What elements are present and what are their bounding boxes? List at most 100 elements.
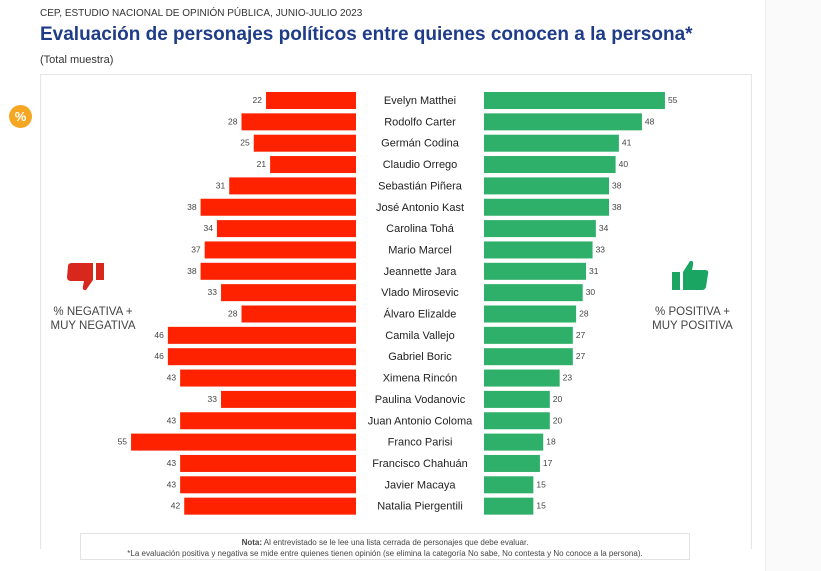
note-label: Nota: xyxy=(241,538,263,547)
negative-value-label: 43 xyxy=(167,415,177,425)
positive-bar xyxy=(484,220,596,238)
negative-value-label: 34 xyxy=(203,223,213,233)
negative-value-label: 33 xyxy=(208,287,218,297)
positive-bar xyxy=(484,134,619,152)
positive-value-label: 40 xyxy=(619,159,629,169)
negative-bar xyxy=(180,412,356,430)
negative-bar xyxy=(180,476,356,494)
negative-bar xyxy=(180,454,356,472)
negative-value-label: 31 xyxy=(216,180,226,190)
negative-bar xyxy=(200,262,356,280)
positive-bar xyxy=(484,369,560,387)
positive-bar xyxy=(484,326,573,344)
positive-bar xyxy=(484,113,642,131)
negative-value-label: 46 xyxy=(154,351,164,361)
negative-bar xyxy=(167,348,356,366)
negative-value-label: 43 xyxy=(167,373,177,383)
negative-bar xyxy=(253,134,356,152)
positive-value-label: 15 xyxy=(536,479,546,489)
positive-bar xyxy=(484,241,593,259)
category-label: Ximena Rincón xyxy=(383,373,458,385)
negative-bar xyxy=(241,113,356,131)
negative-value-label: 37 xyxy=(191,244,201,254)
negative-value-label: 25 xyxy=(240,138,250,148)
category-label: Franco Parisi xyxy=(388,437,453,449)
negative-label: % NEGATIVA + MUY NEGATIVA xyxy=(50,306,136,332)
category-label: Juan Antonio Coloma xyxy=(368,415,473,427)
negative-bar xyxy=(167,326,356,344)
negative-value-label: 38 xyxy=(187,202,197,212)
positive-bar xyxy=(484,390,550,408)
positive-value-label: 41 xyxy=(622,138,632,148)
positive-value-label: 15 xyxy=(536,501,546,511)
positive-bar xyxy=(484,433,544,451)
category-label: Germán Codina xyxy=(381,138,460,150)
negative-bar xyxy=(221,284,356,302)
negative-value-label: 42 xyxy=(171,501,181,511)
negative-bar xyxy=(270,156,356,174)
negative-value-label: 22 xyxy=(253,95,263,105)
negative-bar xyxy=(229,177,356,195)
negative-bar xyxy=(200,198,356,216)
negative-bar xyxy=(180,369,356,387)
negative-value-label: 43 xyxy=(167,458,177,468)
chart-subtitle: (Total muestra) xyxy=(40,54,114,66)
negative-bar xyxy=(221,390,356,408)
negative-value-label: 43 xyxy=(167,479,177,489)
negative-bar xyxy=(266,92,356,109)
category-label: Paulina Vodanovic xyxy=(375,394,466,406)
positive-bar xyxy=(484,156,616,174)
footnote: Nota: Al entrevistado se le lee una list… xyxy=(80,533,690,560)
positive-value-label: 18 xyxy=(546,437,556,447)
category-label: Vlado Mirosevic xyxy=(381,287,459,299)
chart-title: Evaluación de personajes políticos entre… xyxy=(40,24,693,45)
percent-badge[interactable]: % xyxy=(9,105,32,128)
positive-bar xyxy=(484,177,610,195)
thumbs-up-icon xyxy=(672,260,709,290)
positive-label: % POSITIVA + MUY POSITIVA xyxy=(652,306,733,332)
positive-value-label: 27 xyxy=(576,351,586,361)
positive-bar xyxy=(484,454,540,472)
negative-value-label: 28 xyxy=(228,116,238,126)
window-edge xyxy=(765,0,821,571)
negative-bar xyxy=(204,241,356,259)
positive-value-label: 23 xyxy=(563,373,573,383)
positive-value-label: 20 xyxy=(553,394,563,404)
negative-bar xyxy=(216,220,356,238)
category-label: Javier Macaya xyxy=(385,479,457,491)
thumbs-down-icon xyxy=(67,263,104,291)
positive-bar xyxy=(484,497,534,515)
positive-bar xyxy=(484,262,586,280)
source-line: CEP, ESTUDIO NACIONAL DE OPINIÓN PÚBLICA… xyxy=(40,8,363,19)
negative-bar xyxy=(241,305,356,323)
positive-value-label: 31 xyxy=(589,266,599,276)
negative-value-label: 21 xyxy=(257,159,267,169)
category-label: Claudio Orrego xyxy=(383,159,458,171)
category-label: José Antonio Kast xyxy=(376,202,464,214)
positive-bar xyxy=(484,284,583,302)
positive-bar xyxy=(484,305,577,323)
negative-bar xyxy=(184,497,356,515)
negative-value-label: 46 xyxy=(154,330,164,340)
negative-value-label: 33 xyxy=(208,394,218,404)
category-label: Camila Vallejo xyxy=(385,330,455,342)
positive-value-label: 28 xyxy=(579,309,589,319)
category-label: Sebastián Piñera xyxy=(378,180,463,192)
positive-value-label: 27 xyxy=(576,330,586,340)
positive-value-label: 38 xyxy=(612,180,622,190)
positive-bar xyxy=(484,198,610,216)
positive-bar xyxy=(484,476,534,494)
category-label: Carolina Tohá xyxy=(386,223,455,235)
category-label: Evelyn Matthei xyxy=(384,95,456,107)
positive-value-label: 30 xyxy=(586,287,596,297)
positive-bar xyxy=(484,92,665,109)
negative-bar xyxy=(131,433,356,451)
positive-value-label: 34 xyxy=(599,223,609,233)
category-label: Álvaro Elizalde xyxy=(384,308,457,321)
positive-value-label: 38 xyxy=(612,202,622,212)
positive-value-label: 48 xyxy=(645,116,655,126)
negative-value-label: 38 xyxy=(187,266,197,276)
negative-value-label: 55 xyxy=(118,437,128,447)
category-label: Jeannette Jara xyxy=(384,266,458,278)
